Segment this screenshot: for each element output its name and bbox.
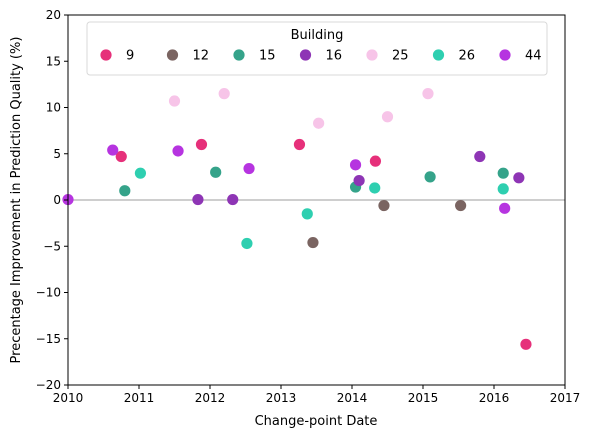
point-building-26: [134, 167, 147, 179]
point-building-25: [218, 88, 230, 100]
legend-label-building-44: 44: [525, 49, 542, 64]
point-building-12: [378, 199, 390, 212]
point-building-12: [307, 236, 319, 249]
point-building-9: [369, 155, 382, 167]
point-building-26: [241, 237, 253, 250]
legend-marker-building-12: [166, 49, 179, 61]
point-building-44: [499, 202, 511, 214]
point-building-25: [168, 95, 181, 107]
legend-title: Building: [291, 28, 344, 43]
x-tick-label: 2014: [337, 391, 368, 405]
point-building-9: [520, 338, 532, 350]
point-building-25: [381, 111, 394, 123]
x-tick-label: 2012: [195, 391, 226, 405]
y-tick-label: 0: [53, 193, 61, 207]
point-building-26: [369, 182, 381, 194]
x-tick-label: 2016: [479, 391, 510, 405]
point-building-26: [497, 183, 509, 195]
legend-label-building-26: 26: [459, 49, 476, 64]
legend-label-building-15: 15: [259, 49, 276, 64]
point-building-44: [172, 145, 184, 157]
y-tick-label: −15: [36, 332, 61, 346]
point-building-26: [301, 208, 313, 220]
legend-label-building-9: 9: [126, 49, 134, 64]
legend-marker-building-16: [299, 49, 312, 61]
legend: Building 9 12 15 16 25 26 44: [86, 21, 548, 76]
y-tick-label: 5: [53, 147, 61, 161]
point-building-25: [422, 88, 434, 100]
y-axis-label: Precentage Improvement in Prediction Qua…: [9, 37, 24, 364]
y-tick-label: −20: [36, 378, 61, 392]
legend-label-building-25: 25: [392, 49, 409, 64]
point-building-15: [210, 166, 222, 178]
point-building-16: [513, 172, 525, 184]
point-building-44: [349, 159, 362, 171]
y-tick-label: 10: [46, 101, 61, 115]
x-tick-label: 2011: [124, 391, 155, 405]
point-building-15: [497, 167, 509, 179]
point-building-16: [192, 193, 204, 206]
legend-box: [86, 21, 548, 76]
legend-label-building-16: 16: [326, 49, 343, 64]
point-building-44: [107, 144, 119, 156]
x-tick-label: 2015: [408, 391, 439, 405]
point-building-16: [474, 150, 486, 163]
legend-marker-building-9: [100, 49, 112, 61]
point-building-9: [293, 138, 306, 151]
y-tick-label: −5: [43, 239, 61, 253]
legend-marker-building-26: [432, 49, 445, 61]
point-building-9: [195, 138, 208, 151]
legend-marker-building-44: [499, 49, 511, 61]
y-tick-label: −10: [36, 286, 61, 300]
legend-label-building-12: 12: [193, 49, 210, 64]
x-tick-label: 2013: [266, 391, 297, 405]
point-building-16: [353, 174, 365, 187]
point-building-9: [115, 150, 127, 163]
point-building-16: [227, 193, 239, 206]
x-axis-label: Change-point Date: [255, 414, 378, 429]
point-building-44: [243, 162, 255, 175]
point-building-12: [455, 199, 467, 212]
legend-marker-building-15: [233, 49, 245, 61]
point-building-15: [424, 171, 436, 183]
x-tick-label: 2010: [53, 391, 84, 405]
legend-marker-building-25: [366, 49, 378, 61]
x-tick-label: 2017: [550, 391, 581, 405]
point-building-15: [119, 185, 131, 197]
point-building-25: [313, 117, 325, 129]
y-tick-label: 15: [46, 54, 61, 68]
y-tick-label: 20: [46, 8, 61, 22]
